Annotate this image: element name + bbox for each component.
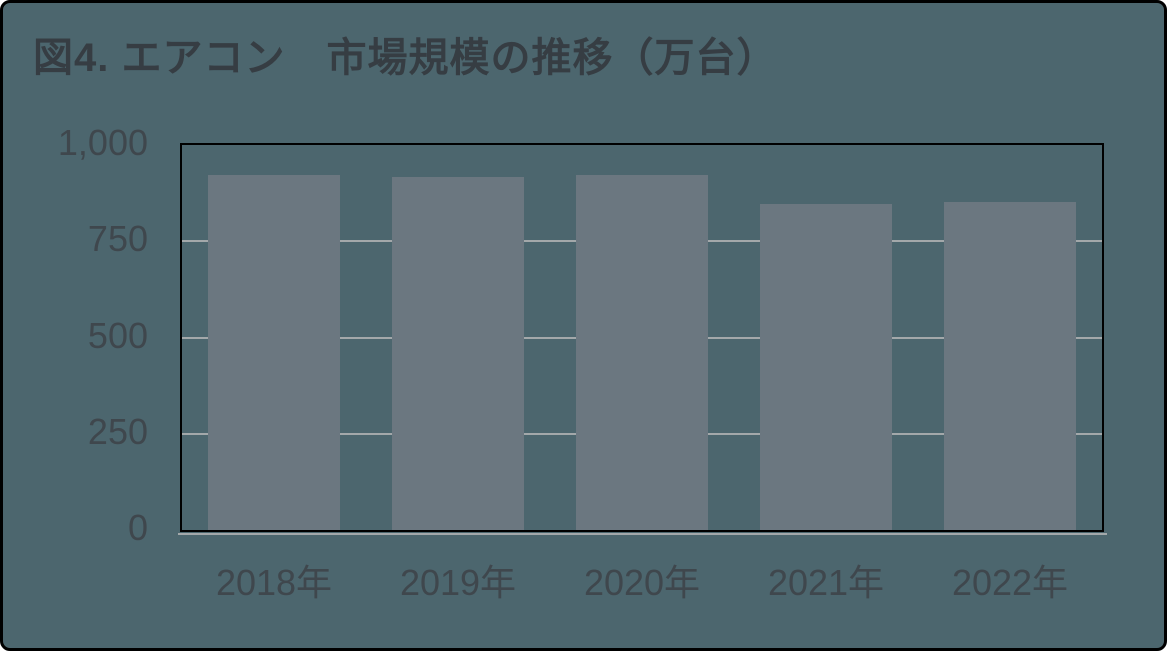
y-tick-label-1000: 1,000 — [57, 122, 148, 163]
y-tick-label-500: 500 — [87, 314, 148, 356]
x-tick-label-2021年: 2021年 — [767, 562, 885, 603]
x-tick-label-2022年: 2022年 — [951, 562, 1069, 603]
plot-inner — [182, 145, 1102, 530]
bar-2022年 — [944, 202, 1076, 530]
chart-title: 図4. エアコン 市場規模の推移（万台） — [33, 36, 778, 80]
bar-2018年 — [208, 175, 340, 530]
bar-2021年 — [760, 204, 892, 530]
x-axis-line — [178, 533, 1107, 535]
x-tick-label-2019年: 2019年 — [399, 562, 517, 603]
y-tick-label-0: 0 — [127, 507, 148, 548]
bar-2020年 — [576, 175, 708, 530]
bar-2019年 — [392, 177, 524, 530]
x-tick-label-2018年: 2018年 — [215, 562, 333, 603]
y-tick-label-250: 250 — [87, 410, 148, 452]
x-tick-label-2020年: 2020年 — [583, 562, 701, 603]
plot-area — [180, 143, 1104, 532]
y-tick-label-750: 750 — [87, 218, 148, 260]
